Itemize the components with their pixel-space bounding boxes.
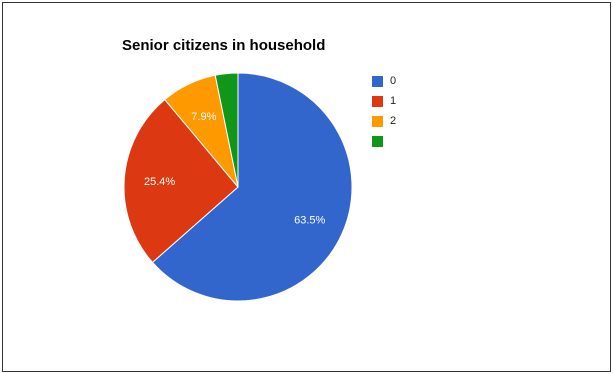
slice-label-0: 63.5% [294, 214, 325, 226]
legend-item-3[interactable] [372, 131, 396, 151]
pie-slice-0[interactable] [151, 72, 353, 302]
chart-title: Senior citizens in household [122, 37, 326, 54]
legend-label-2: 2 [390, 115, 397, 127]
legend-swatch-0 [372, 75, 383, 87]
legend-swatch-3 [372, 135, 383, 147]
legend-label-1: 1 [390, 95, 397, 107]
pie-slice-3[interactable] [214, 72, 239, 188]
chart-legend: 0 1 2 [372, 71, 396, 151]
legend-item-2[interactable]: 2 [372, 111, 396, 131]
legend-label-0: 0 [390, 75, 397, 87]
slice-label-1: 25.4% [144, 176, 175, 188]
slice-label-2: 7.9% [191, 111, 216, 123]
pie-slices [123, 72, 353, 302]
legend-item-1[interactable]: 1 [372, 91, 396, 111]
legend-item-0[interactable]: 0 [372, 71, 396, 91]
legend-swatch-2 [372, 115, 383, 127]
pie-slice-labels: 63.5% 25.4% 7.9% [144, 111, 326, 226]
pie-slice-1[interactable] [123, 98, 239, 264]
legend-swatch-1 [372, 95, 383, 107]
